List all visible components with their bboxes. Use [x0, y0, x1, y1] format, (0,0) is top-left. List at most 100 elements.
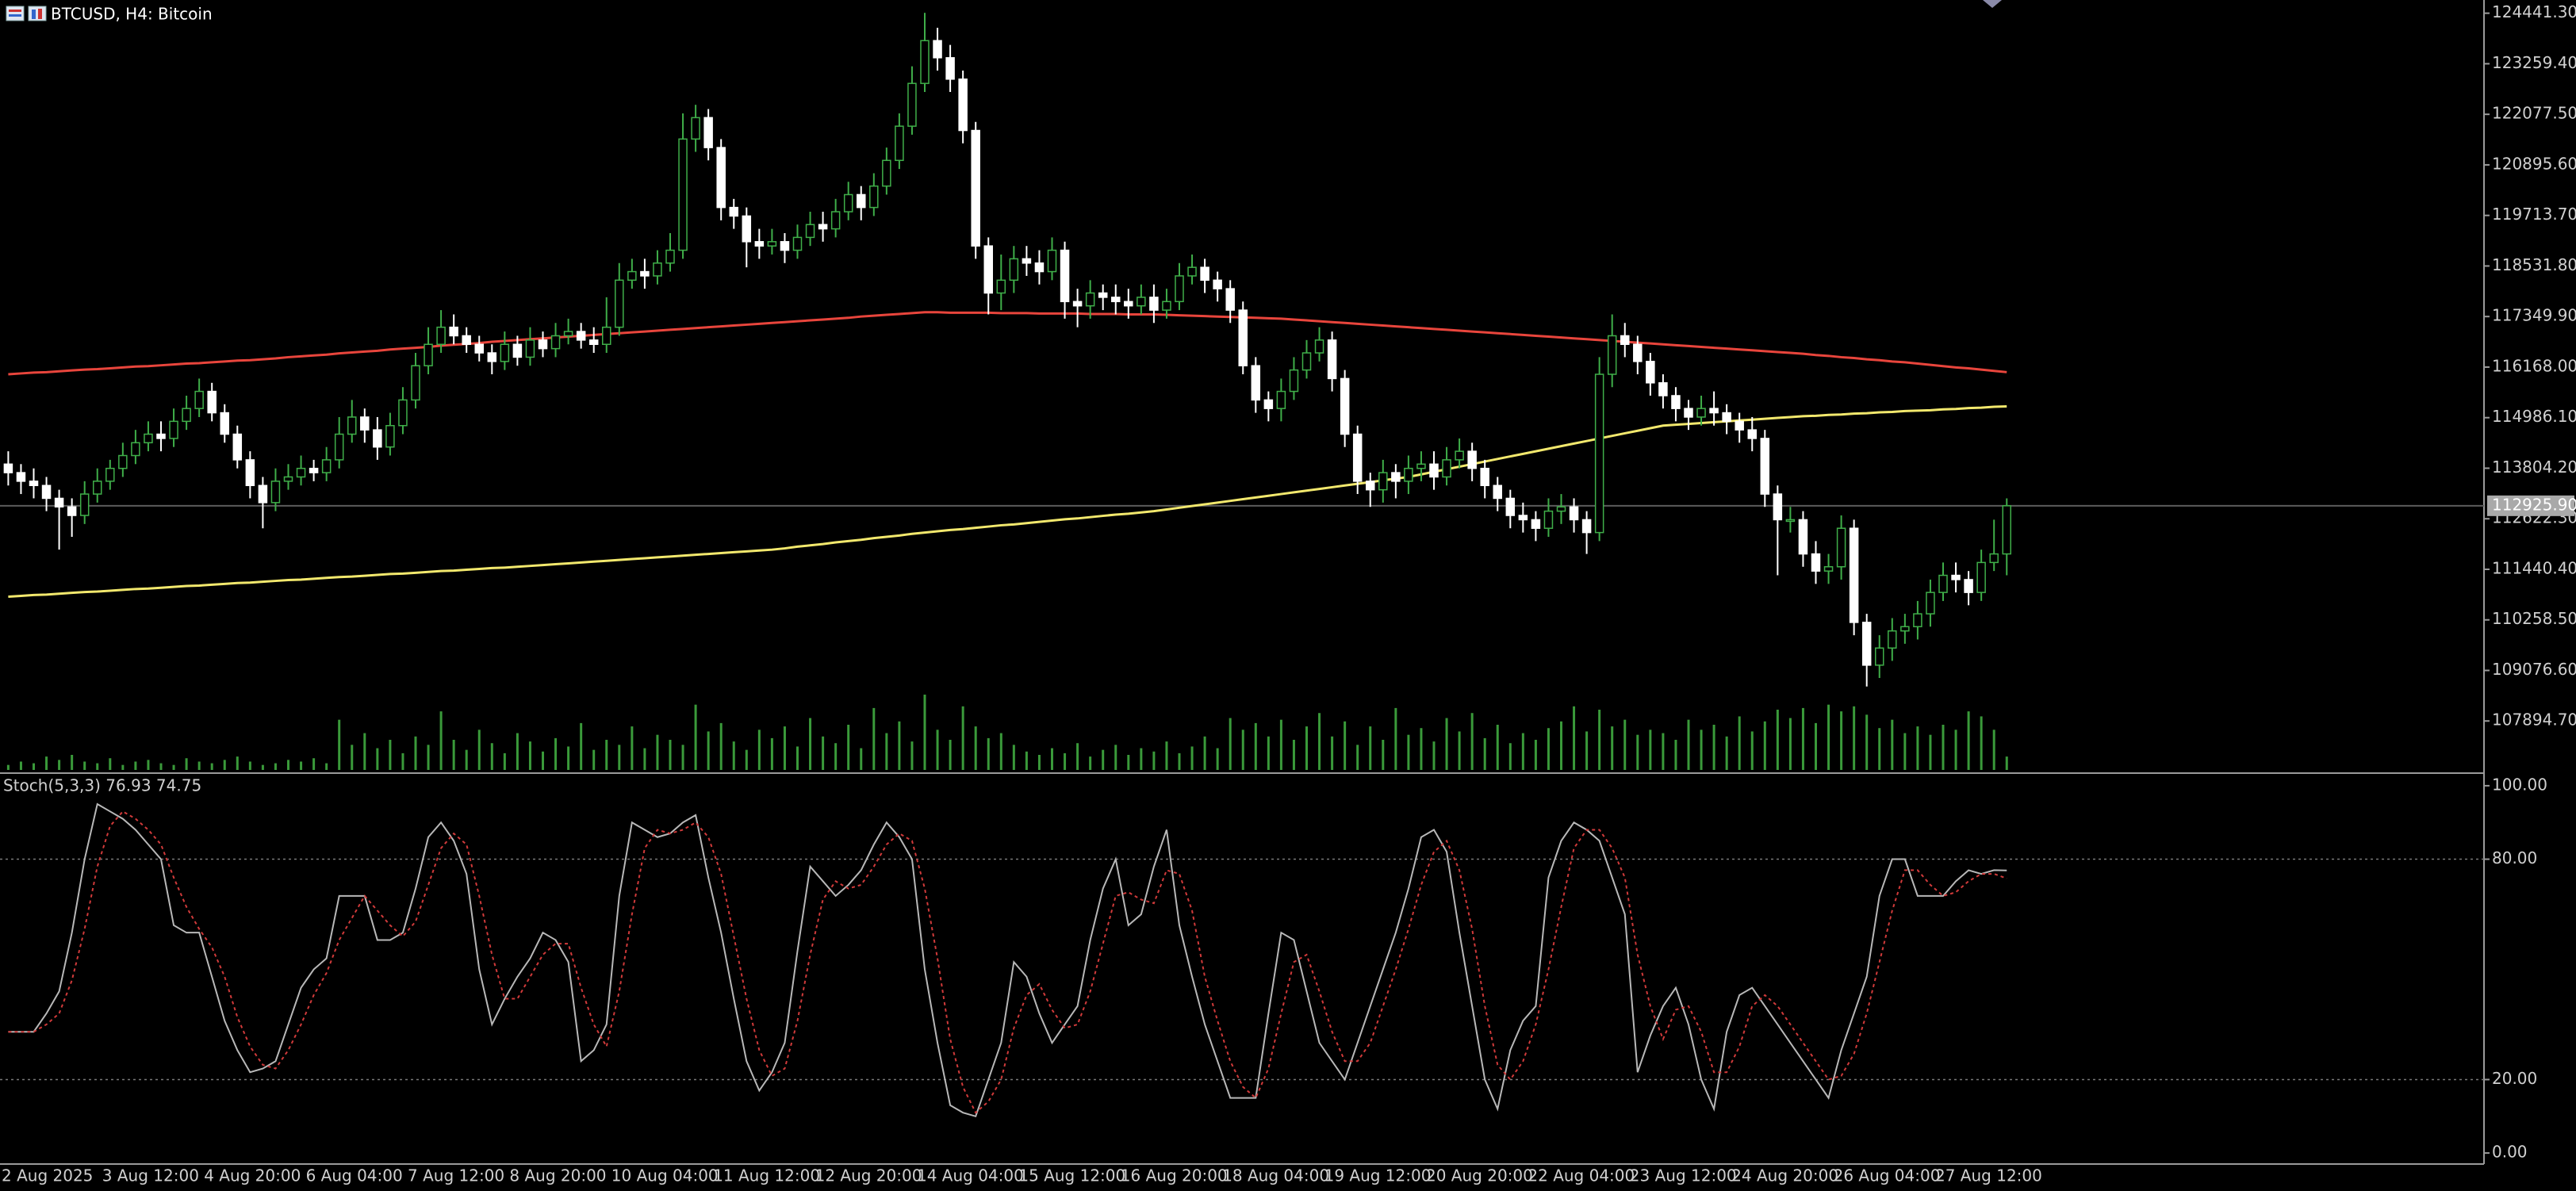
- volume-bar: [83, 761, 86, 770]
- volume-bar: [757, 730, 761, 770]
- candle-body: [1594, 373, 1604, 534]
- volume-bar: [745, 749, 748, 770]
- volume-bar: [1114, 745, 1117, 770]
- volume-bar: [1598, 710, 1601, 770]
- volume-bar: [1254, 722, 1257, 770]
- candle-body: [360, 416, 370, 431]
- y-tick-label: 113804.20: [2492, 458, 2576, 477]
- volume-bar: [1089, 756, 1092, 770]
- candle-body: [1404, 467, 1413, 482]
- volume-bar: [1712, 725, 1715, 770]
- volume-bar: [503, 753, 506, 770]
- candle-body: [1976, 561, 1986, 593]
- volume-bar: [1483, 737, 1486, 770]
- volume-bar: [236, 756, 239, 770]
- volume-bar: [681, 745, 684, 770]
- volume-bar: [134, 761, 137, 770]
- candle-body: [1060, 249, 1070, 303]
- candle-body: [678, 138, 688, 251]
- candle-body: [653, 262, 662, 277]
- candle-body: [857, 193, 866, 209]
- candle-body: [41, 484, 52, 500]
- candle-body: [1836, 527, 1846, 568]
- candle-body: [958, 79, 968, 132]
- volume-bar: [6, 764, 10, 770]
- volume-bar: [1216, 748, 1219, 770]
- volume-bar: [1980, 716, 1983, 770]
- volume-bar: [1508, 743, 1512, 770]
- x-tick-label: 11 Aug 12:00: [713, 1166, 820, 1185]
- volume-bar: [605, 740, 608, 770]
- candle-body: [1289, 369, 1299, 393]
- candle-body: [1175, 275, 1184, 303]
- volume-bar: [822, 736, 825, 770]
- volume-bar: [1496, 725, 1499, 770]
- volume-bar: [1356, 745, 1359, 770]
- volume-bar: [452, 740, 455, 770]
- candle-body: [1747, 429, 1757, 439]
- volume-bar: [1700, 730, 1703, 770]
- volume-bar: [1165, 741, 1168, 770]
- volume-bar: [363, 733, 366, 770]
- candle-body: [1162, 301, 1171, 311]
- candle-body: [1569, 506, 1579, 521]
- y-tick-label: 111440.40: [2492, 558, 2576, 577]
- header-icons: [6, 6, 47, 21]
- candle-body: [602, 326, 611, 346]
- volume-bar: [1344, 721, 1347, 770]
- y-tick-label: 100.00: [2492, 775, 2547, 794]
- candle-body: [169, 420, 178, 439]
- volume-bar: [796, 746, 799, 770]
- candle-body: [385, 424, 395, 448]
- volume-bar: [210, 763, 213, 770]
- candle-body: [232, 433, 243, 461]
- candle-body: [424, 343, 433, 366]
- volume-bar: [1534, 740, 1537, 770]
- volume-bar: [1560, 721, 1562, 770]
- candle-body: [462, 335, 471, 346]
- volume-bar: [1127, 755, 1130, 770]
- volume-bar: [1776, 710, 1779, 770]
- candle-body: [1480, 467, 1489, 487]
- volume-bar: [1051, 748, 1053, 770]
- candle-body: [907, 82, 917, 127]
- volume-bar: [1750, 731, 1754, 770]
- candle-body: [1785, 519, 1796, 523]
- candle-body: [487, 352, 497, 362]
- volume-bar: [1076, 743, 1079, 770]
- y-tick-label: 109076.60: [2492, 660, 2576, 679]
- volume-bar: [287, 760, 289, 770]
- volume-bar: [1585, 731, 1589, 770]
- volume-bar: [528, 741, 531, 770]
- volume-bar: [1611, 726, 1614, 770]
- candle-body: [93, 481, 102, 495]
- candle-body: [1709, 408, 1719, 414]
- moving-average: [8, 404, 2007, 599]
- candle-body: [1213, 279, 1222, 289]
- candle-body: [1773, 493, 1783, 521]
- candle-body: [194, 390, 204, 409]
- candle-body: [1888, 630, 1897, 649]
- volume-bar: [1878, 728, 1881, 770]
- indicator-title: Stoch(5,3,3) 76.93 74.75: [3, 776, 201, 795]
- candle-body: [283, 476, 293, 482]
- volume-bar: [325, 763, 328, 770]
- volume-bar: [477, 730, 481, 770]
- volume-bar: [1229, 718, 1232, 770]
- x-tick-label: 22 Aug 04:00: [1528, 1166, 1635, 1185]
- volume-bar: [1394, 707, 1397, 770]
- candle-body: [1314, 339, 1324, 354]
- volume-bar: [618, 745, 621, 770]
- candle-body: [16, 472, 26, 482]
- volume-bar: [147, 760, 150, 770]
- indicator-line: [8, 810, 2007, 1114]
- y-tick-label: 119713.70: [2492, 205, 2576, 224]
- moving-average: [8, 311, 2007, 376]
- candle-body: [347, 416, 357, 435]
- candle-body: [588, 339, 599, 346]
- volume-bar: [732, 741, 735, 770]
- volume-bar: [401, 753, 404, 770]
- candle-body: [54, 497, 64, 507]
- volume-bar: [1687, 719, 1690, 770]
